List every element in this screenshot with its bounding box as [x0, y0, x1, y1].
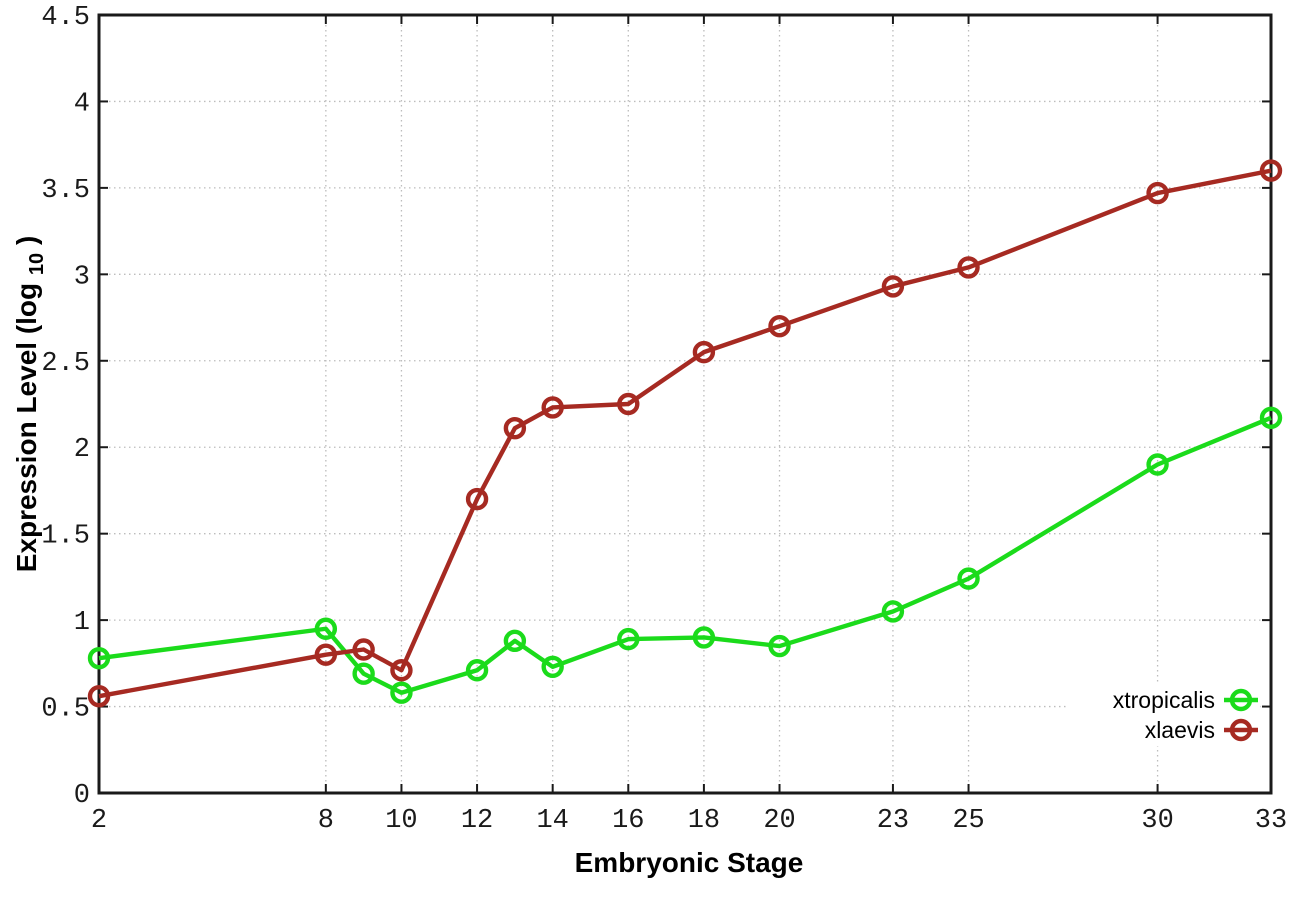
legend-label-xlaevis: xlaevis — [1145, 717, 1215, 743]
data-point-xtropicalis — [957, 567, 980, 590]
y-tick-label: 0.5 — [41, 695, 90, 725]
data-point-xlaevis — [314, 643, 338, 666]
data-point-xtropicalis — [617, 627, 640, 651]
y-tick-label: 3.5 — [41, 176, 90, 206]
y-tick-label: 4.5 — [41, 3, 90, 33]
y-axis-title-text: Expression Level (log — [11, 283, 42, 572]
tick-label-layer: 2 8 10 12 14 16 18 20 23 25 30 33 0 0.5 1 1.5 2 2.5 3 3.5 4 4… — [41, 3, 1287, 836]
data-point-xlaevis — [692, 340, 716, 364]
legend-sample-marker-xlaevis — [1229, 718, 1253, 742]
legend-background — [1068, 682, 1260, 746]
data-point-xtropicalis — [768, 634, 791, 658]
data-point-xlaevis — [1259, 159, 1283, 182]
x-tick-label: 18 — [688, 806, 720, 836]
data-point-xlaevis — [390, 659, 413, 682]
data-point-xtropicalis — [503, 629, 527, 653]
y-axis-title: Expression Level (log 10 ) — [11, 236, 49, 573]
y-tick-label: 3 — [74, 262, 90, 292]
y-tick-label: 1.5 — [41, 522, 90, 552]
data-point-xlaevis — [1146, 181, 1169, 205]
y-tick-label: 4 — [74, 89, 90, 119]
data-point-xtropicalis — [692, 626, 716, 649]
x-tick-label: 12 — [461, 806, 493, 836]
x-tick-label: 16 — [612, 806, 644, 836]
data-point-xlaevis — [957, 256, 980, 279]
y-tick-label: 2.5 — [41, 349, 90, 379]
x-tick-label: 2 — [91, 806, 107, 836]
y-tick-label: 0 — [74, 781, 90, 811]
y-tick-label: 2 — [74, 435, 90, 465]
data-point-xlaevis — [503, 417, 527, 440]
grid-layer — [99, 15, 1271, 793]
y-axis-title-suffix: ) — [11, 236, 42, 245]
data-point-xlaevis — [541, 396, 564, 419]
data-point-xtropicalis — [541, 655, 564, 678]
legend-label-xtropicalis: xtropicalis — [1113, 687, 1215, 713]
data-point-xlaevis — [465, 487, 489, 511]
axes-frame-layer — [97, 13, 1273, 795]
data-point-xtropicalis — [87, 646, 111, 670]
x-axis-title: Embryonic Stage — [575, 847, 804, 878]
x-tick-label: 30 — [1141, 806, 1173, 836]
legend-sample-marker-xtropicalis — [1229, 688, 1253, 712]
legend-marker-layer — [1224, 688, 1258, 742]
data-point-xtropicalis — [314, 617, 338, 640]
x-tick-label: 23 — [877, 806, 909, 836]
data-point-xlaevis — [617, 392, 640, 416]
series-line-xtropicalis — [98, 415, 1272, 695]
data-point-xlaevis — [768, 315, 791, 338]
series-layer — [87, 159, 1283, 708]
x-tick-label: 8 — [318, 806, 334, 836]
y-tick-label: 1 — [74, 608, 90, 638]
x-tick-label: 20 — [763, 806, 795, 836]
series-line-xlaevis — [98, 168, 1272, 699]
x-tick-label: 25 — [952, 806, 984, 836]
x-tick-label: 14 — [536, 806, 568, 836]
y-axis-title-subscript: 10 — [26, 253, 48, 275]
x-tick-label: 10 — [385, 806, 417, 836]
data-point-xlaevis — [352, 638, 375, 661]
data-point-xtropicalis — [465, 659, 489, 682]
data-point-xtropicalis — [1259, 406, 1283, 430]
data-point-xtropicalis — [1146, 453, 1169, 476]
x-tick-label: 33 — [1255, 806, 1287, 836]
data-point-xlaevis — [87, 684, 111, 708]
data-point-xlaevis — [881, 275, 905, 298]
data-point-xtropicalis — [352, 662, 375, 685]
data-point-xtropicalis — [881, 600, 905, 623]
data-point-xtropicalis — [390, 681, 413, 704]
plot-border — [97, 13, 1273, 795]
